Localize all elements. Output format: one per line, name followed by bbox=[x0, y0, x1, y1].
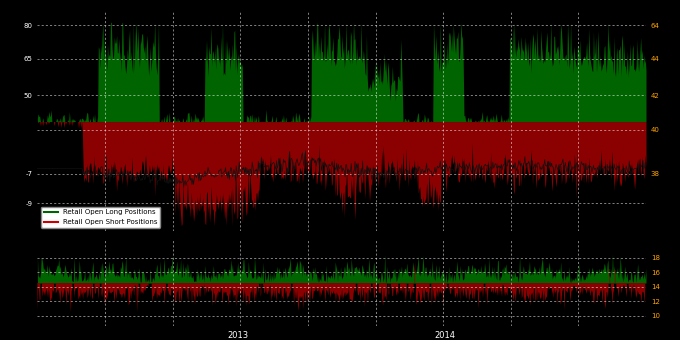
Legend: Retail Open Long Positions, Retail Open Short Positions: Retail Open Long Positions, Retail Open … bbox=[41, 207, 160, 228]
